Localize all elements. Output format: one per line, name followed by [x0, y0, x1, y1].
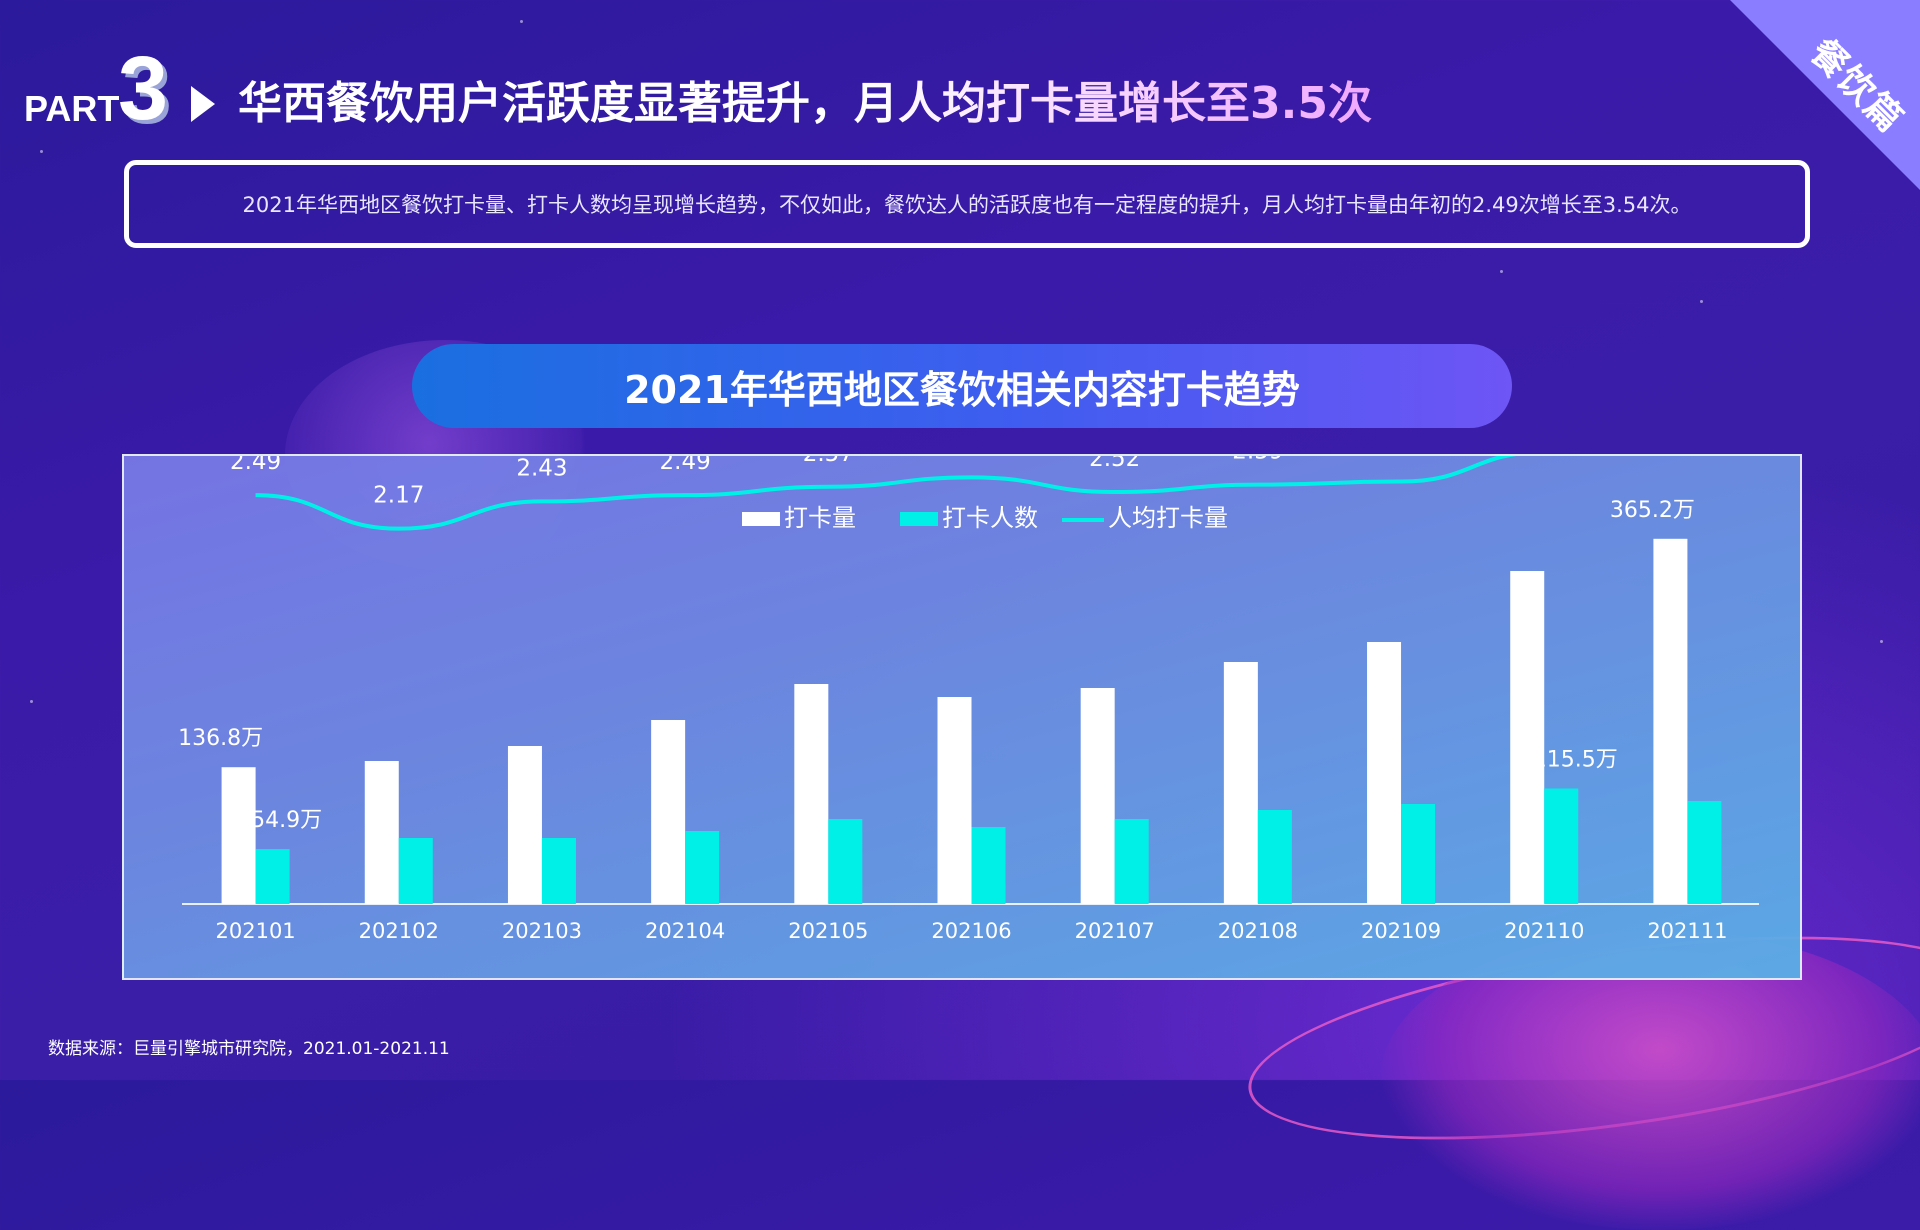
data-label-users: 115.5万 [1533, 748, 1618, 773]
bar-checkins [794, 684, 829, 904]
data-label-per-capita: 2.49 [660, 456, 711, 475]
data-label-per-capita: 2.59 [1232, 456, 1283, 465]
x-tick-label: 202109 [1361, 919, 1441, 943]
x-tick-label: 202110 [1504, 919, 1584, 943]
data-label-per-capita: 2.57 [803, 456, 854, 467]
bar-checkins [1653, 538, 1688, 904]
summary-text: 2021年华西地区餐饮打卡量、打卡人数均呈现增长趋势，不仅如此，餐饮达人的活跃度… [242, 193, 1692, 217]
data-label-per-capita: 2.17 [373, 483, 424, 509]
star-dot [1500, 270, 1503, 273]
summary-box: 2021年华西地区餐饮打卡量、打卡人数均呈现增长趋势，不仅如此，餐饮达人的活跃度… [124, 160, 1810, 248]
bar-checkins [651, 720, 686, 904]
data-label-users: 54.9万 [251, 808, 322, 833]
bar-checkins [1223, 662, 1258, 904]
bar-checkins [937, 697, 972, 904]
page-title: 华西餐饮用户活跃度显著提升，月人均打卡量增长至3.5次 [238, 76, 1372, 132]
data-label-per-capita: 2.66 [946, 456, 997, 457]
corner-tag: 餐饮篇 [1710, 0, 1920, 210]
bar-users [255, 849, 290, 904]
data-label-checkins: 136.8万 [178, 726, 263, 751]
x-tick-label: 202105 [788, 919, 868, 943]
star-dot [1880, 640, 1883, 643]
data-label-per-capita: 2.52 [1089, 456, 1140, 472]
data-label-checkins: 365.2万 [1610, 498, 1695, 523]
x-tick-label: 202106 [931, 919, 1011, 943]
bar-checkins [1080, 688, 1115, 904]
chart-panel: 打卡量 打卡人数 人均打卡量 202101 136.8万 54.9万 202102 20210… [122, 454, 1802, 980]
x-tick-label: 202108 [1218, 919, 1298, 943]
data-label-per-capita: 2.43 [516, 456, 567, 481]
bar-users [971, 827, 1006, 904]
bar-users [541, 838, 576, 904]
bar-checkins [1510, 571, 1545, 904]
star-dot [520, 20, 523, 23]
play-arrow-icon [191, 86, 215, 122]
bar-users [828, 819, 863, 904]
legend-label: 打卡量 [784, 504, 856, 532]
star-dot [30, 700, 33, 703]
bar-users [685, 831, 720, 904]
bar-users [398, 838, 433, 904]
data-label-per-capita: 2.49 [230, 456, 281, 475]
part-label: PART [24, 88, 120, 129]
line-per-capita [255, 456, 1517, 531]
bar-checkins [364, 761, 399, 904]
bar-users [1687, 801, 1722, 904]
bar-checkins [1367, 642, 1402, 904]
chart-title: 2021年华西地区餐饮相关内容打卡趋势 [412, 344, 1512, 428]
legend-swatch-bar-primary [742, 512, 780, 526]
bar-checkins [507, 746, 542, 904]
bar-users [1544, 788, 1579, 904]
corner-triangle [1730, 0, 1920, 190]
bar-users [1257, 810, 1292, 904]
data-source-note: 数据来源：巨量引擎城市研究院，2021.01-2021.11 [48, 1039, 450, 1059]
x-tick-label: 202101 [216, 919, 296, 943]
x-tick-label: 202103 [502, 919, 582, 943]
bar-users [1114, 819, 1149, 904]
x-tick-label: 202107 [1075, 919, 1155, 943]
part-number: 3 [118, 39, 169, 139]
legend-label: 打卡人数 [942, 504, 1038, 532]
x-tick-label: 202102 [359, 919, 439, 943]
chart-svg: 打卡量 打卡人数 人均打卡量 202101 136.8万 54.9万 202102 20210… [178, 456, 1759, 943]
star-dot [40, 150, 43, 153]
star-dot [1700, 300, 1703, 303]
legend-swatch-bar-secondary [900, 512, 938, 526]
x-tick-label: 202104 [645, 919, 725, 943]
legend-label: 人均打卡量 [1108, 504, 1228, 532]
data-label-per-capita: 2.62 [1375, 456, 1426, 462]
x-tick-label: 202111 [1647, 919, 1727, 943]
bar-users [1401, 804, 1436, 904]
bar-checkins [221, 767, 256, 904]
